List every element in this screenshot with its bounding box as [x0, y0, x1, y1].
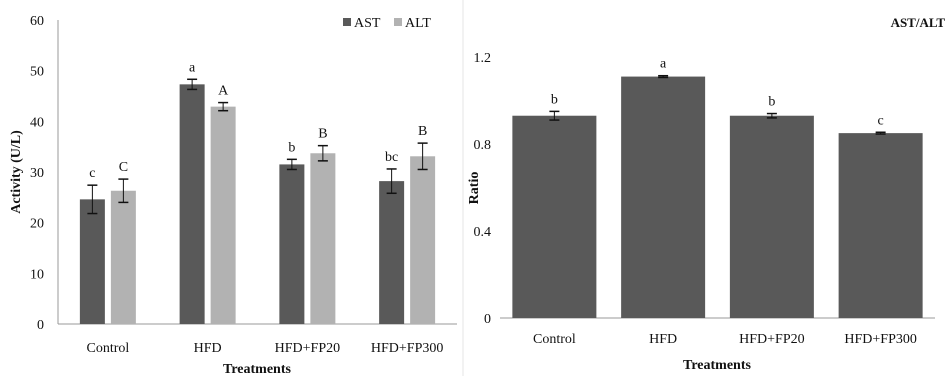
activity-y-tick-4: 40 [30, 115, 44, 130]
ratio-chart-title: AST/ALT [891, 15, 946, 30]
activity-legend: AST ALT [343, 16, 431, 31]
ratio-y-tick-3: 1.2 [474, 51, 492, 66]
activity-sig-label-alt-hfd: A [218, 84, 229, 99]
ratio-sig-label-ratio-control: b [551, 92, 558, 107]
activity-y-tick-6: 60 [30, 14, 44, 29]
activity-x-axis-title: Treatments [223, 362, 291, 376]
activity-bars: c Ca Ab Bbc B [79, 60, 436, 324]
activity-bar-alt-control [110, 190, 136, 324]
activity-y-tick-3: 30 [30, 166, 44, 181]
activity-y-ticks: 0 10 20 30 40 50 60 [30, 14, 44, 333]
ratio-category-hfd-fp20: HFD+FP20 [739, 332, 804, 347]
activity-category-hfd-fp300: HFD+FP300 [371, 341, 443, 356]
activity-category-hfd: HFD [194, 341, 222, 356]
ratio-bar-ratio-hfd-fp300 [838, 133, 923, 318]
activity-bar-alt-hfd-fp20 [310, 153, 336, 324]
ratio-bar-ratio-hfd [621, 76, 706, 318]
ratio-sig-label-ratio-hfd-fp300: c [878, 113, 884, 128]
activity-bar-ast-hfd-fp300 [379, 181, 405, 324]
activity-y-tick-2: 20 [30, 217, 44, 232]
activity-bar-ast-control [79, 199, 105, 324]
activity-sig-label-alt-control: C [119, 160, 128, 175]
activity-y-tick-1: 10 [30, 267, 44, 282]
ratio-category-hfd-fp300: HFD+FP300 [844, 332, 916, 347]
ratio-y-tick-1: 0.4 [474, 225, 492, 240]
activity-bar-alt-hfd [210, 106, 236, 324]
ratio-x-axis-title: Treatments [683, 358, 751, 373]
ratio-chart: AST/ALT 0 0.4 0.8 1.2 b a b c Control HFD HFD+FP… [467, 15, 945, 373]
activity-chart: 0 10 20 30 40 50 60 c Ca Ab Bbc B Control HFD HFD+FP… [9, 14, 457, 376]
ratio-bar-ratio-control [512, 115, 597, 318]
activity-sig-label-ast-hfd: a [189, 60, 196, 75]
ratio-category-labels: Control HFD HFD+FP20 HFD+FP300 [533, 332, 917, 347]
activity-y-axis-title: Activity (U/L) [9, 130, 24, 214]
activity-bar-ast-hfd [179, 84, 205, 324]
activity-bar-ast-hfd-fp20 [279, 164, 305, 324]
activity-sig-label-alt-hfd-fp20: B [318, 127, 327, 142]
activity-sig-label-alt-hfd-fp300: B [418, 124, 427, 139]
ratio-bar-ratio-hfd-fp20 [729, 115, 814, 318]
activity-y-tick-5: 50 [30, 65, 44, 80]
ratio-y-ticks: 0 0.4 0.8 1.2 [474, 51, 492, 327]
legend-swatch-alt [394, 18, 402, 26]
legend-label-alt: ALT [405, 16, 431, 31]
activity-category-labels: Control HFD HFD+FP20 HFD+FP300 [86, 341, 443, 356]
activity-y-tick-0: 0 [37, 318, 44, 333]
ratio-category-hfd: HFD [649, 332, 677, 347]
legend-label-ast: AST [354, 16, 381, 31]
ratio-y-axis-title: Ratio [467, 172, 482, 205]
activity-sig-label-ast-control: c [89, 166, 95, 181]
ratio-y-tick-2: 0.8 [474, 138, 492, 153]
activity-category-hfd-fp20: HFD+FP20 [275, 341, 340, 356]
legend-swatch-ast [343, 18, 351, 26]
activity-category-control: Control [86, 341, 129, 356]
ratio-sig-label-ratio-hfd: a [660, 57, 667, 72]
ratio-sig-label-ratio-hfd-fp20: b [768, 95, 775, 110]
ratio-y-tick-0: 0 [484, 312, 491, 327]
activity-sig-label-ast-hfd-fp20: b [288, 140, 295, 155]
activity-bar-alt-hfd-fp300 [410, 156, 436, 324]
ratio-category-control: Control [533, 332, 576, 347]
activity-sig-label-ast-hfd-fp300: bc [385, 150, 398, 165]
ratio-bars: b a b c [512, 57, 923, 318]
